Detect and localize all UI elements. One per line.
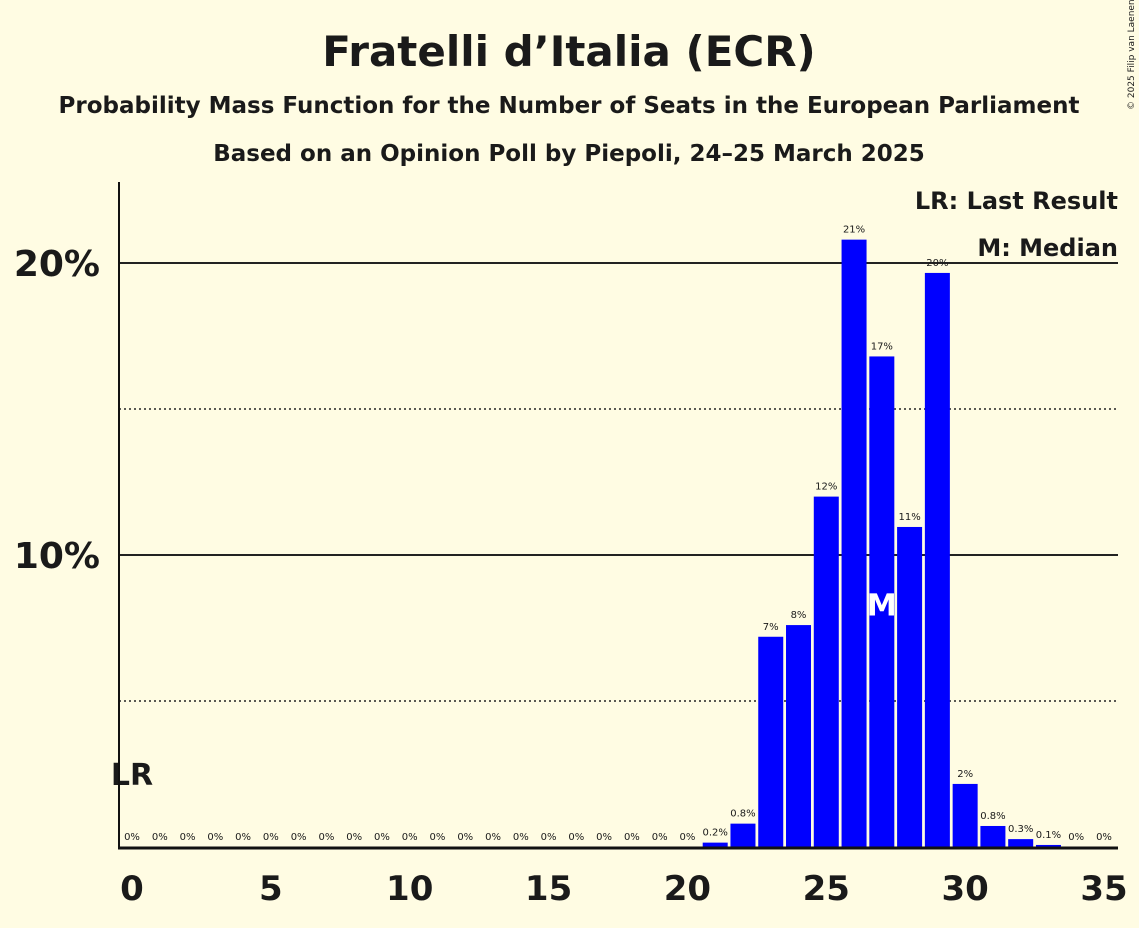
bar-label: 0% [679,832,695,843]
bar [730,823,756,847]
bar [786,625,812,847]
bar-label: 12% [815,482,837,493]
bar-label: 0% [402,832,418,843]
bar-label: 0% [124,832,140,843]
bar-label: 0.2% [702,828,727,839]
bar-label: 0% [1068,832,1084,843]
chart-subtitle: Probability Mass Function for the Number… [59,93,1080,119]
bar-label: 11% [898,512,920,523]
x-tick-label: 35 [1080,869,1127,909]
bar-label: 2% [957,769,973,780]
median-marker: M [867,589,897,624]
chart-subtitle-2: Based on an Opinion Poll by Piepoli, 24–… [213,141,925,167]
bar-label: 8% [791,610,807,621]
bar-label: 0% [291,832,307,843]
x-tick-label: 25 [803,869,850,909]
bar-label: 0% [513,832,529,843]
copyright: © 2025 Filip van Laenen [1127,0,1137,110]
x-tick-label: 20 [664,869,711,909]
bar [1035,844,1061,847]
bar [897,526,923,847]
y-tick-label: 10% [14,536,100,577]
x-tick-label: 10 [386,869,433,909]
bar-label: 0% [457,832,473,843]
bar [758,636,784,847]
bar-label: 0% [596,832,612,843]
bar-label: 0% [180,832,196,843]
bar [841,239,867,847]
last-result-marker: LR [111,758,153,793]
bar [952,783,978,847]
bar-label: 0% [624,832,640,843]
bar-label: 0% [346,832,362,843]
chart-title: Fratelli d’Italia (ECR) [322,27,816,76]
bar-label: 21% [843,225,865,236]
bar [980,825,1006,847]
bar [924,272,950,848]
bar [813,496,839,847]
bar-label: 0% [1096,832,1112,843]
bar-label: 0.8% [730,809,755,820]
bar-label: 0% [652,832,668,843]
legend-median: M: Median [977,234,1118,262]
bar-label: 0.3% [1008,824,1033,835]
bar-label: 7% [763,622,779,633]
bar-label: 0% [541,832,557,843]
x-tick-label: 30 [941,869,988,909]
bar-label: 0% [235,832,251,843]
bar-label: 0% [318,832,334,843]
x-tick-label: 0 [120,869,144,909]
bar-label: 17% [871,341,893,352]
bar [869,356,895,847]
bar [702,842,728,847]
y-tick-label: 20% [14,244,100,285]
bar-label: 0% [263,832,279,843]
bar-label: 0% [374,832,390,843]
bar-label: 0% [207,832,223,843]
bar-label: 0% [568,832,584,843]
x-tick-label: 5 [259,869,283,909]
bar [1008,839,1034,847]
legend-last-result: LR: Last Result [915,187,1118,215]
bar-label: 0.1% [1036,830,1061,841]
bar-label: 0% [152,832,168,843]
bar-label: 20% [926,258,948,269]
x-tick-label: 15 [525,869,572,909]
bar-label: 0% [485,832,501,843]
bar-label: 0% [430,832,446,843]
bar-label: 0.8% [980,811,1005,822]
